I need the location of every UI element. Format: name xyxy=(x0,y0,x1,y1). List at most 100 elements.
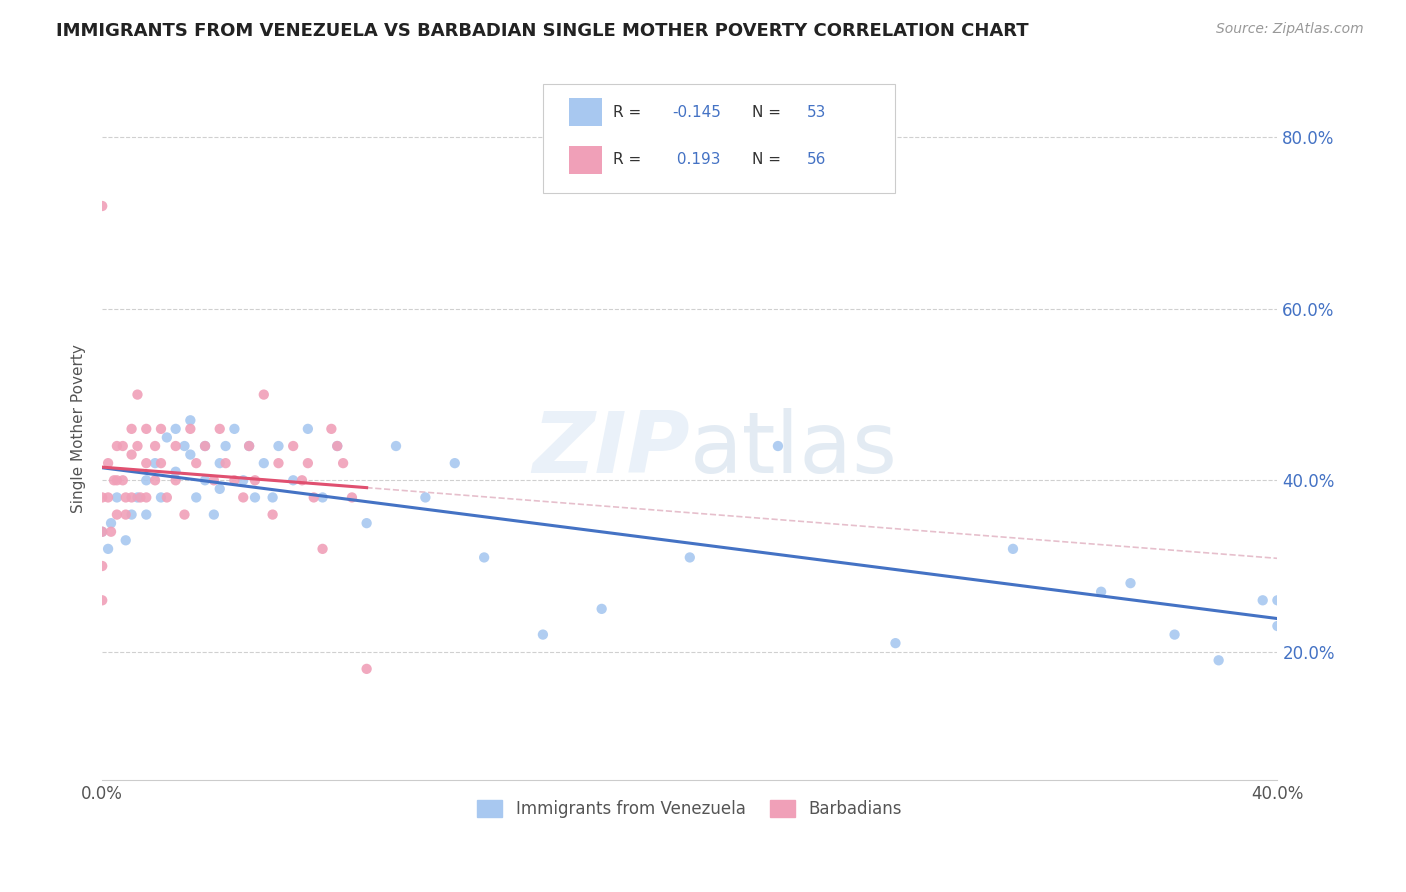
Point xyxy=(1267,593,1289,607)
Point xyxy=(238,439,260,453)
Point xyxy=(326,439,349,453)
Point xyxy=(1119,576,1142,591)
Point xyxy=(156,491,179,505)
Point xyxy=(179,448,201,462)
Point xyxy=(121,491,143,505)
Point xyxy=(340,491,363,505)
Point xyxy=(149,491,172,505)
Point xyxy=(135,491,157,505)
Point xyxy=(121,422,143,436)
Point xyxy=(173,439,195,453)
Point xyxy=(127,387,149,401)
Bar xyxy=(569,98,602,127)
Point xyxy=(100,524,122,539)
Point xyxy=(332,456,354,470)
Point xyxy=(165,422,187,436)
Point xyxy=(194,473,217,487)
Point xyxy=(105,508,128,522)
Point xyxy=(291,473,314,487)
FancyBboxPatch shape xyxy=(543,85,896,194)
Point xyxy=(121,508,143,522)
Point xyxy=(243,473,266,487)
Point xyxy=(186,456,208,470)
Point xyxy=(202,473,225,487)
Point xyxy=(238,439,260,453)
Point xyxy=(97,541,120,556)
Point xyxy=(253,456,276,470)
Point xyxy=(356,662,378,676)
Point xyxy=(267,456,290,470)
Legend: Immigrants from Venezuela, Barbadians: Immigrants from Venezuela, Barbadians xyxy=(471,793,910,825)
Point xyxy=(103,473,125,487)
Point xyxy=(143,473,166,487)
Point xyxy=(194,439,217,453)
Point xyxy=(173,508,195,522)
Point xyxy=(135,456,157,470)
Point xyxy=(114,508,136,522)
Point xyxy=(149,456,172,470)
Point xyxy=(143,456,166,470)
Point xyxy=(121,448,143,462)
Point xyxy=(224,422,246,436)
Point xyxy=(283,473,305,487)
Point xyxy=(214,439,236,453)
Point xyxy=(100,516,122,530)
Point xyxy=(97,456,120,470)
Point xyxy=(91,199,114,213)
Point xyxy=(766,439,789,453)
Point xyxy=(105,473,128,487)
Point xyxy=(415,491,437,505)
Point xyxy=(531,627,554,641)
Point xyxy=(97,491,120,505)
Point xyxy=(356,516,378,530)
Text: atlas: atlas xyxy=(690,409,898,491)
Point xyxy=(1090,584,1112,599)
Point xyxy=(232,473,254,487)
Point xyxy=(105,491,128,505)
Point xyxy=(127,491,149,505)
Point xyxy=(143,439,166,453)
Text: R =: R = xyxy=(613,153,647,167)
Point xyxy=(105,439,128,453)
Point xyxy=(472,550,495,565)
Point xyxy=(224,473,246,487)
Point xyxy=(208,456,231,470)
Point xyxy=(91,524,114,539)
Point xyxy=(321,422,343,436)
Point xyxy=(186,491,208,505)
Point xyxy=(127,439,149,453)
Point xyxy=(1163,627,1185,641)
Point xyxy=(194,439,217,453)
Point xyxy=(149,422,172,436)
Point xyxy=(1001,541,1024,556)
Point xyxy=(91,524,114,539)
Point xyxy=(91,491,114,505)
Point xyxy=(297,456,319,470)
Point xyxy=(91,593,114,607)
Point xyxy=(135,508,157,522)
Point xyxy=(165,473,187,487)
Point xyxy=(114,533,136,548)
Point xyxy=(156,430,179,444)
Point xyxy=(311,491,333,505)
Point xyxy=(253,387,276,401)
Point xyxy=(679,550,702,565)
Text: -0.145: -0.145 xyxy=(672,104,721,120)
Point xyxy=(297,422,319,436)
Text: Source: ZipAtlas.com: Source: ZipAtlas.com xyxy=(1216,22,1364,37)
Point xyxy=(202,508,225,522)
Point xyxy=(214,456,236,470)
Point xyxy=(262,508,284,522)
Point xyxy=(111,439,134,453)
Point xyxy=(179,422,201,436)
Point xyxy=(179,413,201,427)
Text: 0.193: 0.193 xyxy=(672,153,721,167)
Point xyxy=(243,491,266,505)
Text: ZIP: ZIP xyxy=(533,409,690,491)
Point xyxy=(591,602,613,616)
Point xyxy=(311,541,333,556)
Point xyxy=(1267,619,1289,633)
Point xyxy=(111,473,134,487)
Text: 53: 53 xyxy=(807,104,827,120)
Point xyxy=(165,465,187,479)
